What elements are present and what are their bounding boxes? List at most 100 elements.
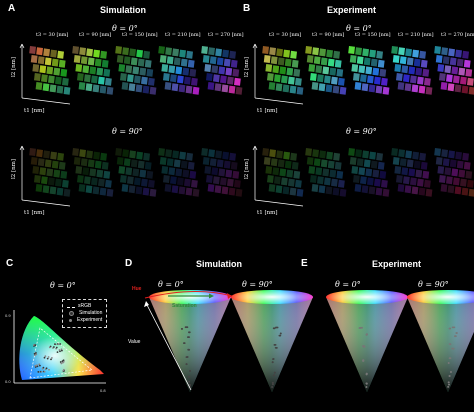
cone-sample-point (453, 326, 456, 329)
cone-sample-point (272, 358, 274, 360)
sample-point (56, 351, 59, 353)
thickness-label: t3 = 270 [nm] (441, 32, 474, 38)
c-x-tick-right: 0.8 (100, 388, 106, 393)
cone-sample-point (448, 327, 451, 330)
sample-point (35, 352, 37, 354)
sample-point (44, 355, 47, 358)
cone-sample-point (448, 375, 451, 377)
hsv-cone-d-90 (231, 290, 313, 392)
grid-axes (252, 43, 304, 105)
legend-experiment-marker (69, 319, 72, 322)
color-grid-tile (391, 148, 433, 197)
cone-sample-point (189, 370, 191, 372)
sample-points (33, 343, 65, 373)
x-axis-label: t1 [nm] (24, 108, 45, 114)
thickness-label: t3 = 90 [nm] (312, 32, 345, 38)
cone-sample-point (447, 386, 450, 388)
sample-point (34, 364, 37, 367)
color-grid-tile (434, 148, 474, 197)
theta-0-label-c: θ = 0° (50, 281, 76, 290)
theta-0-label-b: θ = 0° (346, 24, 372, 33)
color-grid-tile (305, 148, 347, 197)
theta-0-label-a: θ = 0° (112, 24, 138, 33)
color-grid-tile (115, 46, 157, 95)
cone-sample-point (362, 359, 365, 362)
cone-sample-point (188, 380, 191, 383)
color-grid-tile (391, 46, 433, 95)
c-y-tick-top: 0.9 (5, 313, 11, 318)
hue-arrow (144, 291, 233, 299)
sample-point (59, 343, 62, 345)
sample-point (45, 367, 48, 370)
sample-point (43, 370, 46, 373)
panel-letter-b: B (243, 3, 251, 14)
panel-d-title: Simulation (196, 259, 243, 269)
color-grid-tile (348, 46, 390, 95)
theta-90-label-e: θ = 90° (418, 280, 449, 289)
cone-sample-point (452, 347, 455, 350)
color-grid-tile (434, 46, 474, 95)
panel-letter-e: E (301, 258, 308, 269)
theta-90-label-b: θ = 90° (346, 127, 377, 136)
grid-axes (19, 43, 71, 105)
sample-point (50, 358, 52, 361)
cone-sample-point (273, 327, 276, 330)
saturation-label: Saturation (172, 303, 197, 309)
legend-simulation: Simulation (67, 310, 102, 317)
theta-0-label-d: θ = 0° (158, 280, 184, 289)
value-label: Value (128, 339, 141, 345)
legend-srgb-marker (67, 306, 75, 308)
x-axis-label: t1 [nm] (257, 108, 278, 114)
cone-sample-point (363, 345, 366, 348)
sample-point (51, 357, 53, 359)
cone-sample-point (448, 343, 451, 345)
sample-point (34, 344, 37, 347)
x-axis-label: t1 [nm] (24, 210, 45, 216)
cone-sample-point (188, 331, 191, 334)
theta-90-label-a: θ = 90° (112, 127, 143, 136)
sample-point (62, 360, 65, 363)
sample-point (58, 349, 61, 351)
sample-point (39, 364, 41, 367)
theta-90-label-d: θ = 90° (242, 280, 273, 289)
sample-point (48, 368, 50, 371)
cone-sample-point (447, 381, 450, 384)
cone-sample-point (449, 357, 452, 360)
theta-0-label-e: θ = 0° (335, 280, 361, 289)
cone-sample-point (188, 375, 191, 378)
grid-axes (19, 145, 71, 207)
cone-sample-point (187, 348, 190, 351)
cone-sample-point (188, 336, 191, 338)
panel-letter-a: A (8, 3, 16, 14)
cone-sample-point (181, 328, 184, 330)
sample-point (34, 354, 36, 357)
cone-sample-point (450, 371, 452, 373)
x-axis-label: t1 [nm] (257, 210, 278, 216)
saturation-arrowhead (209, 293, 214, 299)
legend-srgb: sRGB (67, 303, 102, 310)
cone-sample-point (271, 383, 274, 386)
cone-sample-point (361, 326, 363, 329)
cone-sample-point (185, 363, 188, 365)
value-arrow (145, 302, 192, 391)
sample-point (47, 356, 50, 358)
color-grid-tile (29, 46, 71, 95)
cone-sample-point (184, 326, 187, 329)
cone-sample-point (366, 372, 368, 375)
sample-point (33, 344, 35, 347)
cone-sample-point (455, 332, 458, 334)
sample-point (62, 369, 65, 372)
sample-point (36, 364, 38, 366)
thickness-label: t3 = 210 [nm] (398, 32, 434, 38)
cone-sample-point (273, 374, 276, 377)
sample-point (33, 352, 36, 355)
sample-point (61, 349, 63, 352)
hsv-cone-e-90 (407, 290, 474, 392)
cone-sample-point (272, 381, 274, 384)
sample-point (54, 343, 56, 345)
cone-sample-point (362, 345, 364, 347)
cone-sample-point (183, 342, 186, 344)
cone-sample-point (358, 327, 361, 329)
sample-point (57, 343, 60, 346)
